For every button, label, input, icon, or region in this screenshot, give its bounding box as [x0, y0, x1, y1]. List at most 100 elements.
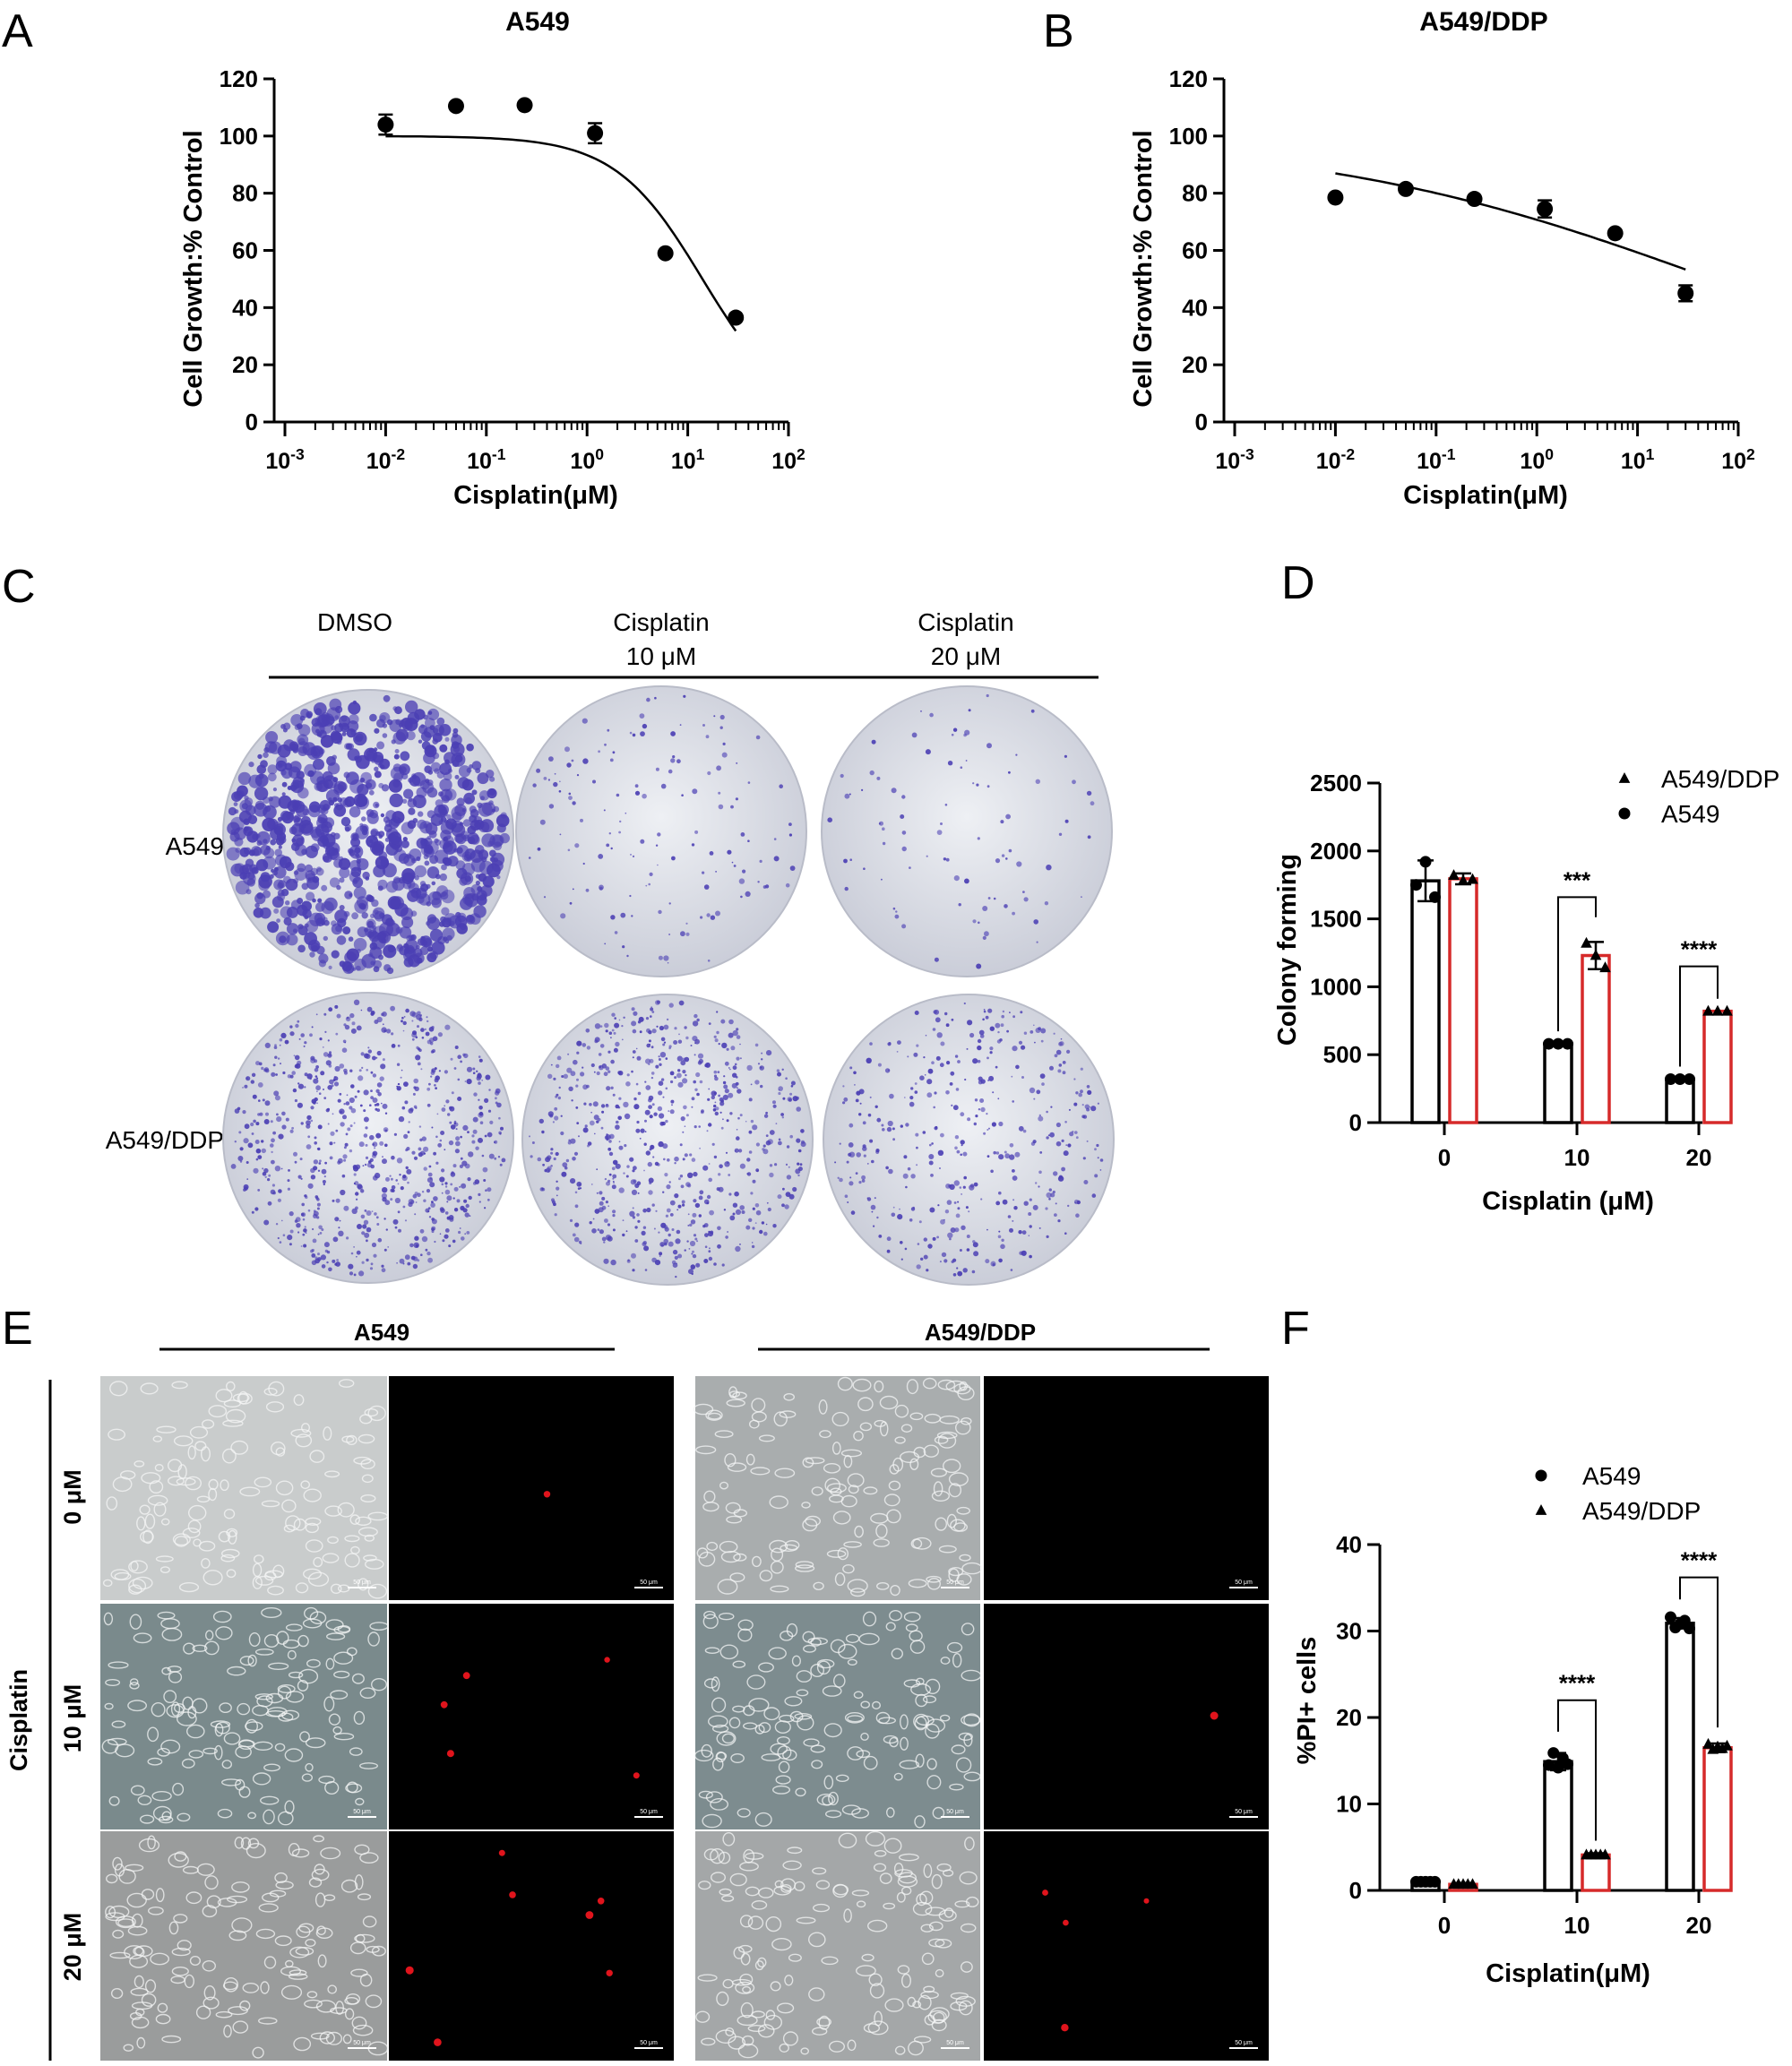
- colony: [466, 1231, 470, 1235]
- colony: [705, 735, 710, 739]
- colony: [937, 1204, 940, 1207]
- cell: [751, 2010, 765, 2019]
- colony: [444, 1234, 449, 1239]
- cell: [726, 1399, 745, 1407]
- colony: [259, 1112, 263, 1116]
- colony: [369, 1158, 374, 1162]
- tick-label: 100: [1169, 123, 1208, 150]
- colony: [310, 1055, 315, 1061]
- colony: [452, 1164, 457, 1168]
- colony: [672, 1249, 678, 1255]
- colony: [331, 1084, 334, 1088]
- cell: [156, 1425, 177, 1433]
- colony: [668, 769, 673, 774]
- colony: [723, 1209, 727, 1211]
- colony: [419, 1138, 423, 1142]
- cell: [303, 1568, 323, 1580]
- colony: [377, 885, 383, 891]
- cell: [718, 1612, 735, 1621]
- colony: [386, 967, 394, 975]
- cell: [816, 1793, 836, 1806]
- colony: [622, 945, 625, 949]
- colony: [273, 1046, 278, 1049]
- colony: [796, 1106, 801, 1112]
- colony: [658, 1080, 664, 1086]
- colony: [382, 863, 397, 878]
- colony: [586, 1046, 591, 1050]
- cell: [950, 1992, 969, 2000]
- colony: [569, 901, 573, 905]
- colony: [349, 1012, 355, 1019]
- colony: [570, 1071, 576, 1077]
- colony: [357, 1224, 362, 1229]
- cell: [937, 1379, 956, 1390]
- colony: [401, 916, 414, 929]
- colony: [607, 1223, 611, 1227]
- colony: [294, 1063, 299, 1069]
- colony: [713, 1074, 718, 1078]
- tick-label: 20: [1686, 1912, 1712, 1939]
- colony: [414, 1086, 419, 1092]
- colony: [843, 858, 848, 864]
- colony: [366, 809, 375, 817]
- colony: [614, 1022, 620, 1029]
- tick-label: 40: [1336, 1531, 1362, 1558]
- cell: [747, 1915, 764, 1930]
- colony: [317, 898, 323, 903]
- colony: [642, 1226, 647, 1229]
- pi-positive-cell: [633, 1772, 640, 1779]
- colony: [692, 788, 698, 795]
- colony: [424, 844, 434, 855]
- cell: [371, 1677, 388, 1692]
- colony: [670, 1099, 675, 1104]
- chart-title: A549/DDP: [1419, 7, 1547, 37]
- colony: [230, 1164, 237, 1169]
- colony: [690, 1219, 696, 1225]
- cell: [195, 2005, 211, 2019]
- cell: [937, 1433, 957, 1449]
- colony-forming-bar-chart: Colony forming Cisplatin (μM) A549/DDP A…: [1273, 765, 1779, 1216]
- colony: [725, 1235, 728, 1239]
- colony: [297, 1231, 300, 1234]
- colony: [443, 771, 452, 781]
- colony: [935, 1055, 941, 1061]
- colony: [242, 1087, 244, 1089]
- cell: [840, 1494, 857, 1508]
- colony: [253, 1119, 256, 1123]
- colony: [289, 826, 297, 835]
- tick-label: 10-1: [1417, 445, 1456, 474]
- colony: [489, 1120, 494, 1124]
- colony: [842, 1085, 845, 1088]
- colony: [338, 1230, 344, 1237]
- data-point: [1419, 856, 1432, 868]
- colony: [567, 848, 571, 852]
- colony: [977, 1059, 981, 1063]
- colony: [227, 822, 240, 835]
- colony: [343, 1146, 347, 1149]
- colony: [340, 1189, 346, 1196]
- colony: [1058, 1063, 1063, 1067]
- colony: [598, 1118, 601, 1122]
- colony: [298, 1037, 301, 1040]
- colony: [329, 1051, 332, 1055]
- cell: [238, 1390, 249, 1405]
- colony: [662, 1143, 668, 1149]
- colony: [730, 805, 734, 809]
- brightfield-image: [100, 1376, 389, 1600]
- colony: [467, 1177, 471, 1182]
- colony: [309, 951, 315, 958]
- colony: [957, 1201, 960, 1203]
- colony: [554, 1106, 558, 1111]
- colony: [767, 1139, 773, 1145]
- colony: [926, 1079, 933, 1085]
- colony: [882, 1128, 885, 1132]
- colony: [271, 1138, 275, 1143]
- cell: [128, 1584, 142, 1595]
- colony: [703, 1259, 709, 1263]
- colony: [910, 1087, 914, 1090]
- colony: [320, 806, 329, 815]
- cell: [239, 1656, 254, 1666]
- pi-positive-cell: [597, 1898, 605, 1905]
- colony: [1004, 904, 1008, 908]
- colony: [732, 1065, 737, 1071]
